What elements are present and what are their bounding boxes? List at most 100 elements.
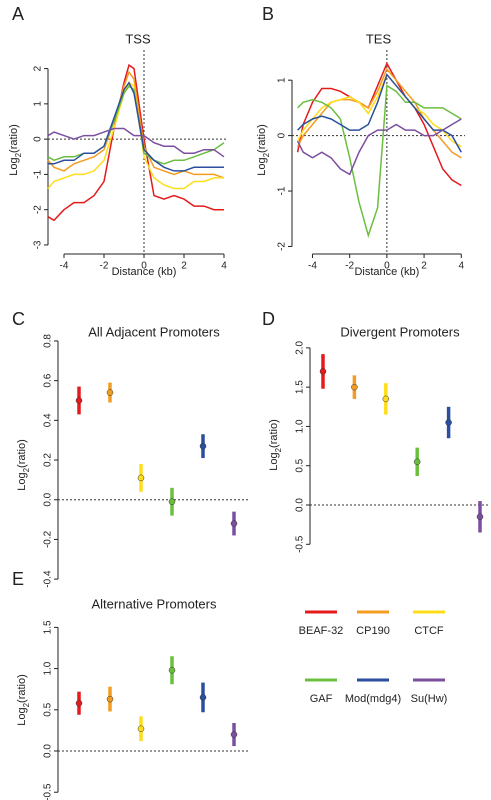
- point: [199, 694, 207, 701]
- point: [75, 397, 83, 404]
- y-tick-label: 0.5: [43, 702, 54, 716]
- x-tick-label: 0: [384, 261, 390, 272]
- x-axis-label: Distance (kb): [354, 266, 419, 278]
- legend-label: CTCF: [414, 625, 444, 637]
- point: [168, 498, 176, 505]
- panel-letter: D: [262, 309, 275, 329]
- x-tick-label: -4: [308, 261, 317, 272]
- x-tick-label: -2: [345, 261, 354, 272]
- point: [445, 419, 452, 426]
- panel-letter: E: [12, 569, 24, 589]
- y-axis-label: Log2(ratio): [16, 674, 31, 726]
- x-tick-label: 2: [181, 261, 187, 272]
- point: [382, 395, 390, 403]
- y-axis-label-part: Log: [268, 452, 280, 470]
- series-line: [296, 73, 462, 148]
- y-tick-label: 1: [277, 77, 288, 83]
- y-axis-label-part: Log: [256, 157, 268, 175]
- series-line: [297, 73, 462, 153]
- y-axis-label: Log2(ratio): [16, 439, 31, 491]
- x-tick-label: 0: [141, 261, 147, 272]
- x-tick-label: 4: [221, 261, 227, 272]
- y-axis-label-part: (ratio): [16, 439, 28, 468]
- point: [137, 474, 145, 482]
- y-tick-label: -0.2: [43, 530, 54, 548]
- y-axis-label-part: 2: [14, 152, 23, 157]
- chart-title: TES: [366, 31, 392, 46]
- y-axis-label: Log2(ratio): [268, 419, 283, 471]
- y-axis-label-part: (ratio): [16, 674, 28, 703]
- point: [199, 442, 207, 450]
- series-line: [47, 63, 224, 222]
- panel-letter: A: [12, 4, 24, 24]
- y-tick-label: -0.5: [43, 783, 54, 800]
- legend-label: GAF: [310, 693, 333, 705]
- y-axis-label-part: 2: [262, 152, 271, 157]
- y-tick-label: 0.0: [43, 492, 54, 506]
- y-tick-label: -1: [277, 186, 288, 195]
- chart-title: Alternative Promoters: [92, 596, 217, 611]
- x-tick-label: -2: [100, 261, 109, 272]
- y-tick-label: 1.5: [43, 620, 54, 634]
- y-tick-label: -2: [277, 242, 288, 251]
- series-line: [47, 127, 225, 158]
- y-tick-label: 1.0: [43, 661, 54, 675]
- y-tick-label: 0.0: [295, 498, 306, 512]
- y-axis-label-part: 2: [274, 447, 283, 452]
- y-axis-label: Log2(ratio): [8, 124, 23, 176]
- series-line: [47, 70, 225, 179]
- panel-letter: C: [12, 309, 25, 329]
- legend-label: CP190: [356, 625, 390, 637]
- y-tick-label: 0.5: [295, 458, 306, 472]
- point: [319, 368, 327, 375]
- y-tick-label: -1: [33, 170, 44, 179]
- point: [106, 389, 114, 396]
- series-line: [296, 61, 462, 187]
- y-tick-label: 2.0: [295, 340, 306, 354]
- y-axis-label-part: (ratio): [256, 124, 268, 153]
- y-tick-label: 0.6: [43, 373, 54, 387]
- y-axis-label-part: Log: [16, 472, 28, 490]
- y-tick-label: 2: [33, 65, 44, 71]
- y-tick-label: 1.5: [295, 380, 306, 394]
- point: [230, 520, 238, 527]
- series-line: [47, 81, 224, 190]
- x-tick-label: 2: [421, 261, 427, 272]
- point: [75, 699, 83, 707]
- series-line: [48, 81, 224, 172]
- y-tick-label: 0: [277, 132, 288, 138]
- y-axis-label: Log2(ratio): [256, 124, 271, 176]
- x-tick-label: 4: [458, 261, 464, 272]
- x-tick-label: -4: [60, 261, 69, 272]
- y-tick-label: 1: [33, 101, 44, 107]
- point: [106, 695, 114, 703]
- series-line: [297, 84, 462, 238]
- y-tick-label: 0.4: [43, 413, 54, 427]
- y-tick-label: -0.5: [295, 535, 306, 553]
- point: [137, 725, 145, 733]
- y-axis-label-part: 2: [22, 467, 31, 472]
- y-tick-label: 0: [33, 136, 44, 142]
- y-tick-label: 0.0: [43, 744, 54, 758]
- y-tick-label: -3: [33, 240, 44, 249]
- x-axis-label: Distance (kb): [112, 266, 177, 278]
- chart-title: All Adjacent Promoters: [88, 324, 220, 339]
- y-tick-label: 0.8: [43, 334, 54, 348]
- legend-label: Mod(mdg4): [345, 693, 401, 705]
- point: [413, 458, 421, 466]
- series-line: [296, 118, 462, 176]
- y-tick-label: 0.2: [43, 453, 54, 467]
- panel-letter: B: [262, 4, 274, 24]
- y-tick-label: -2: [33, 205, 44, 214]
- legend-label: BEAF-32: [299, 625, 344, 637]
- y-axis-label-part: 2: [22, 702, 31, 707]
- y-tick-label: 1.0: [295, 419, 306, 433]
- y-tick-label: -0.4: [43, 570, 54, 588]
- point: [351, 383, 358, 391]
- y-axis-label-part: Log: [8, 157, 20, 175]
- chart-title: Divergent Promoters: [340, 324, 460, 339]
- legend-label: Su(Hw): [411, 693, 448, 705]
- point: [476, 513, 484, 521]
